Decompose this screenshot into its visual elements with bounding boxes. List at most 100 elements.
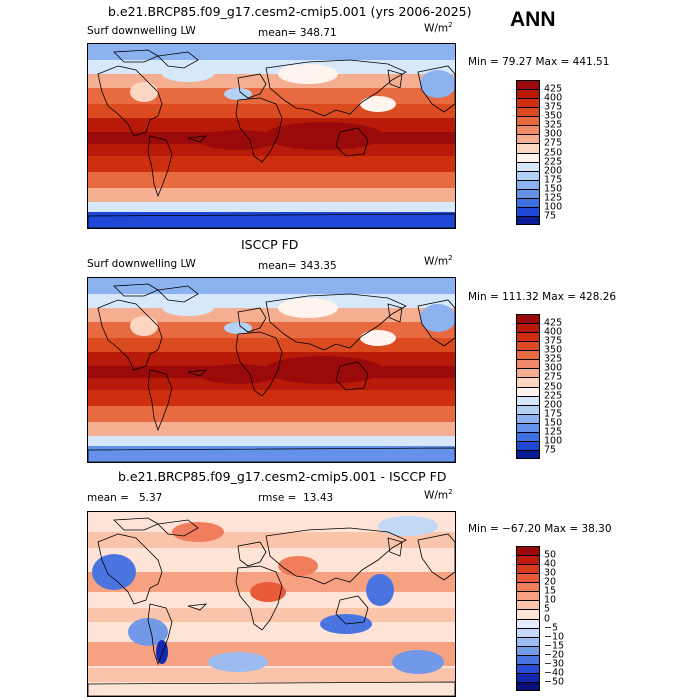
panel3-minmax: Min = −67.20 Max = 38.30 bbox=[468, 523, 612, 535]
colorbar-cell bbox=[517, 341, 539, 351]
colorbar-cell bbox=[517, 125, 539, 135]
colorbar-cell bbox=[517, 422, 539, 432]
panel1-map bbox=[87, 43, 456, 229]
colorbar-tick-label: 150 bbox=[544, 183, 563, 195]
colorbar-tick-label: 5 bbox=[544, 603, 551, 615]
colorbar-cell bbox=[517, 654, 539, 664]
colorbar-cell bbox=[517, 368, 539, 378]
colorbar-tick-label: 300 bbox=[544, 362, 563, 374]
colorbar-tick-label: 175 bbox=[544, 408, 563, 420]
panel3-map bbox=[87, 511, 456, 697]
panel2-variable-label: Surf downwelling LW bbox=[87, 258, 196, 270]
colorbar-cell bbox=[517, 386, 539, 396]
colorbar-cell bbox=[517, 627, 539, 637]
colorbar-tick-label: 350 bbox=[544, 110, 563, 122]
colorbar-cell bbox=[517, 314, 539, 324]
colorbar-tick-label: 400 bbox=[544, 326, 563, 338]
colorbar-cell bbox=[517, 80, 539, 90]
season-label: ANN bbox=[510, 8, 556, 31]
colorbar-cell bbox=[517, 609, 539, 619]
colorbar-cell bbox=[517, 152, 539, 162]
colorbar-tick-label: 40 bbox=[544, 558, 557, 570]
colorbar-tick-label: −15 bbox=[544, 640, 565, 652]
colorbar-tick-label: 125 bbox=[544, 192, 563, 204]
panel1-minmax: Min = 79.27 Max = 441.51 bbox=[468, 56, 610, 68]
colorbar-cell bbox=[517, 98, 539, 108]
panel2-title: ISCCP FD bbox=[241, 237, 299, 252]
panel1-unit: W/m2 bbox=[424, 21, 453, 35]
colorbar-cell bbox=[517, 197, 539, 207]
colorbar-cell bbox=[517, 681, 539, 691]
colorbar-cell bbox=[517, 413, 539, 423]
colorbar-tick-label: 30 bbox=[544, 567, 557, 579]
colorbar-tick-label: 100 bbox=[544, 435, 563, 447]
colorbar-cell bbox=[517, 89, 539, 99]
colorbar-cell bbox=[517, 134, 539, 144]
colorbar-tick-label: 10 bbox=[544, 594, 557, 606]
panel1-title: b.e21.BRCP85.f09_g17.cesm2-cmip5.001 (yr… bbox=[108, 4, 472, 19]
colorbar-cell bbox=[517, 431, 539, 441]
colorbar-tick-label: 300 bbox=[544, 128, 563, 140]
colorbar-cell bbox=[517, 449, 539, 459]
colorbar-cell bbox=[517, 546, 539, 556]
colorbar-tick-label: 425 bbox=[544, 83, 563, 95]
colorbar-swatches bbox=[516, 546, 540, 691]
colorbar-tick-label: 175 bbox=[544, 174, 563, 186]
colorbar-tick-label: 275 bbox=[544, 371, 563, 383]
colorbar-cell bbox=[517, 107, 539, 117]
panel1-variable-label: Surf downwelling LW bbox=[87, 25, 196, 37]
colorbar-cell bbox=[517, 663, 539, 673]
panel1-mean: mean= 348.71 bbox=[258, 27, 337, 39]
colorbar-tick-label: 50 bbox=[544, 549, 557, 561]
colorbar-tick-label: 20 bbox=[544, 576, 557, 588]
panel2-mean: mean= 343.35 bbox=[258, 260, 337, 272]
colorbar-cell bbox=[517, 206, 539, 216]
colorbar-cell bbox=[517, 170, 539, 180]
panel3-rmse: rmse = 13.43 bbox=[258, 492, 334, 504]
colorbar-tick-label: −40 bbox=[544, 667, 565, 679]
colorbar-tick-label: 225 bbox=[544, 156, 563, 168]
colorbar-tick-label: 200 bbox=[544, 399, 563, 411]
colorbar-cell bbox=[517, 161, 539, 171]
colorbar-cell bbox=[517, 377, 539, 387]
colorbar-cell bbox=[517, 645, 539, 655]
colorbar-cell bbox=[517, 323, 539, 333]
colorbar-cell bbox=[517, 440, 539, 450]
colorbar-cell bbox=[517, 672, 539, 682]
colorbar-tick-label: 325 bbox=[544, 353, 563, 365]
colorbar-tick-label: 200 bbox=[544, 165, 563, 177]
colorbar-cell bbox=[517, 564, 539, 574]
colorbar-tick-label: 375 bbox=[544, 101, 563, 113]
colorbar-tick-label: −20 bbox=[544, 649, 565, 661]
colorbar-tick-label: 125 bbox=[544, 426, 563, 438]
colorbar-cell bbox=[517, 215, 539, 225]
colorbar-tick-label: 0 bbox=[544, 613, 551, 624]
colorbar-cell bbox=[517, 359, 539, 369]
colorbar-cell bbox=[517, 188, 539, 198]
panel2-minmax: Min = 111.32 Max = 428.26 bbox=[468, 291, 617, 303]
colorbar-cell bbox=[517, 600, 539, 610]
panel2-unit: W/m2 bbox=[424, 254, 453, 268]
colorbar-cell bbox=[517, 404, 539, 414]
colorbar-tick-label: 250 bbox=[544, 381, 563, 392]
colorbar-cell bbox=[517, 332, 539, 342]
colorbar-tick-label: −50 bbox=[544, 676, 565, 688]
colorbar-swatches bbox=[516, 314, 540, 459]
colorbar-cell bbox=[517, 143, 539, 153]
colorbar-cell bbox=[517, 350, 539, 360]
colorbar-cell bbox=[517, 591, 539, 601]
colorbar-tick-label: 275 bbox=[544, 137, 563, 149]
colorbar-tick-label: 350 bbox=[544, 344, 563, 356]
colorbar-tick-label: −10 bbox=[544, 631, 565, 643]
colorbar-tick-label: 75 bbox=[544, 210, 557, 222]
panel3-unit: W/m2 bbox=[424, 488, 453, 502]
colorbar-tick-label: 150 bbox=[544, 417, 563, 429]
colorbar-cell bbox=[517, 116, 539, 126]
colorbar-swatches bbox=[516, 80, 540, 225]
panel3-mean: mean = 5.37 bbox=[87, 492, 163, 504]
colorbar-cell bbox=[517, 555, 539, 565]
colorbar-cell bbox=[517, 573, 539, 583]
colorbar-tick-label: 75 bbox=[544, 444, 557, 456]
colorbar-cell bbox=[517, 636, 539, 646]
colorbar-cell bbox=[517, 618, 539, 628]
